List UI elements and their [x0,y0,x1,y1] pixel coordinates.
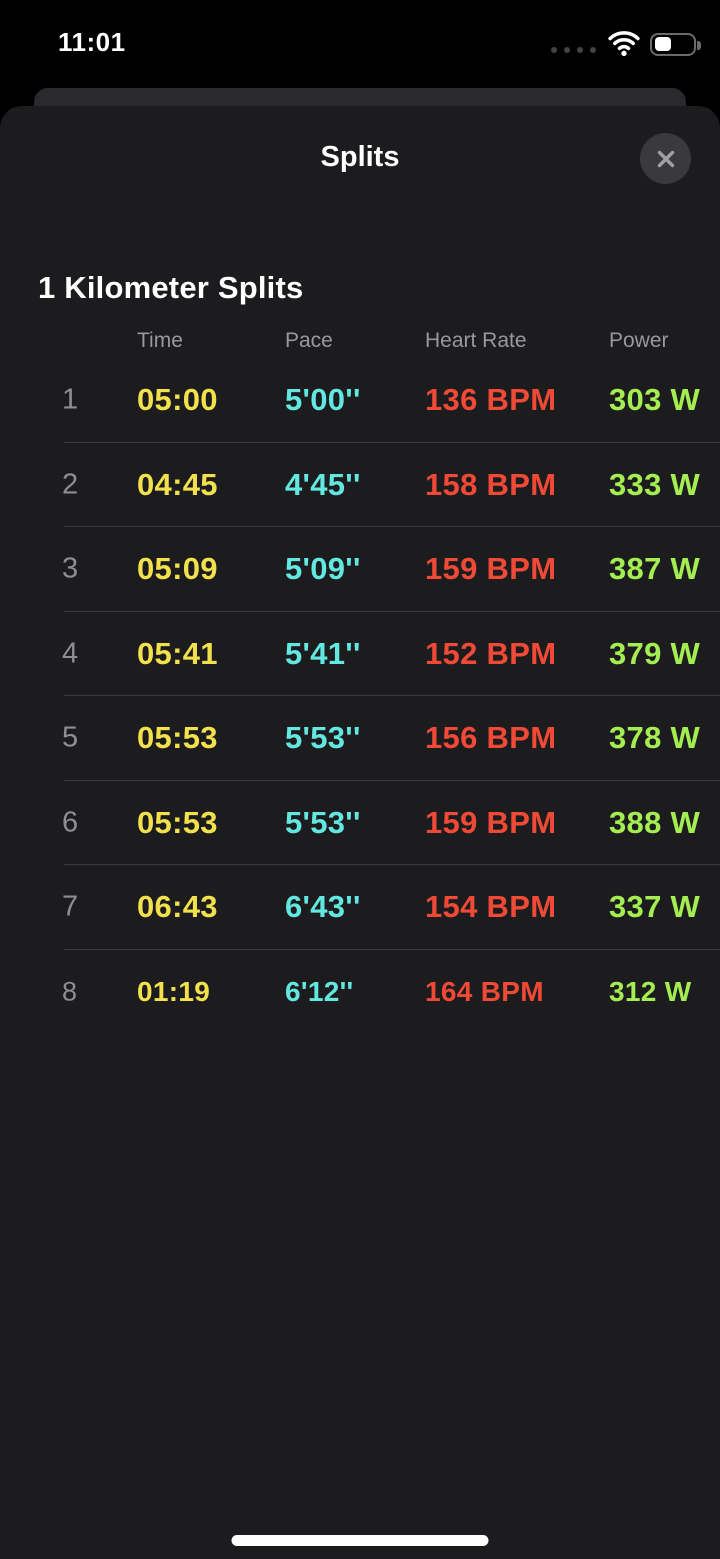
split-heart-rate: 156 BPM [425,720,557,756]
split-index: 8 [62,976,78,1007]
split-time: 06:43 [137,889,218,925]
split-power: 333 W [609,466,701,502]
split-index: 4 [62,637,79,670]
wifi-icon [608,31,640,57]
split-time: 05:41 [137,635,218,671]
close-icon [657,150,674,167]
column-header-power: Power [609,329,669,352]
split-index: 2 [62,468,79,501]
split-heart-rate: 136 BPM [425,382,557,418]
table-row: 8 01:19 6'12'' 164 BPM 312 W [0,950,720,1035]
split-power: 387 W [609,551,701,587]
split-index: 1 [62,383,79,416]
sheet-title: Splits [320,141,400,173]
table-row: 5 05:53 5'53'' 156 BPM 378 W [0,696,720,781]
table-row: 6 05:53 5'53'' 159 BPM 388 W [0,781,720,866]
split-pace: 6'12'' [285,975,354,1007]
home-indicator[interactable] [231,1535,489,1546]
table-row: 2 04:45 4'45'' 158 BPM 333 W [0,443,720,528]
section-title: 1 Kilometer Splits [38,270,304,305]
splits-sheet: Splits 1 Kilometer Splits Time Pace Hear… [0,106,720,1559]
split-pace: 5'53'' [285,720,361,756]
table-row: 3 05:09 5'09'' 159 BPM 387 W [0,527,720,612]
cellular-signal-icon [551,47,596,53]
split-index: 3 [62,552,79,585]
split-heart-rate: 154 BPM [425,889,557,925]
split-time: 05:53 [137,720,218,756]
column-header-pace: Pace [285,329,333,352]
status-icons [551,30,701,58]
split-power: 378 W [609,720,701,756]
column-header-heart-rate: Heart Rate [425,329,527,352]
split-index: 5 [62,721,79,754]
table-body: 1 05:00 5'00'' 136 BPM 303 W 2 04:45 4'4… [0,358,720,1034]
table-row: 7 06:43 6'43'' 154 BPM 337 W [0,865,720,950]
split-time: 05:09 [137,551,218,587]
split-power: 337 W [609,889,701,925]
split-power: 312 W [609,975,692,1007]
split-power: 388 W [609,804,701,840]
split-heart-rate: 152 BPM [425,635,557,671]
split-heart-rate: 159 BPM [425,804,557,840]
table-row: 4 05:41 5'41'' 152 BPM 379 W [0,612,720,697]
column-header-time: Time [137,329,183,352]
split-heart-rate: 164 BPM [425,975,544,1007]
split-power: 303 W [609,382,701,418]
status-time: 11:01 [58,27,126,57]
split-time: 05:00 [137,382,218,418]
table-row: 1 05:00 5'00'' 136 BPM 303 W [0,358,720,443]
battery-cap [697,40,701,50]
split-index: 7 [62,890,79,923]
split-heart-rate: 159 BPM [425,551,557,587]
table-header-row: Time Pace Heart Rate Power [0,324,720,358]
split-pace: 4'45'' [285,466,361,502]
battery-fill [654,37,671,51]
split-pace: 5'41'' [285,635,361,671]
split-time: 01:19 [137,975,211,1007]
split-pace: 5'00'' [285,382,361,418]
status-bar: 11:01 [0,0,720,86]
split-index: 6 [62,806,79,839]
splits-table[interactable]: Time Pace Heart Rate Power 1 05:00 5'00'… [0,324,720,1559]
split-power: 379 W [609,635,701,671]
battery-icon [650,32,701,56]
split-time: 04:45 [137,466,218,502]
split-pace: 5'09'' [285,551,361,587]
split-time: 05:53 [137,804,218,840]
split-heart-rate: 158 BPM [425,466,557,502]
split-pace: 6'43'' [285,889,361,925]
close-button[interactable] [640,133,691,184]
split-pace: 5'53'' [285,804,361,840]
